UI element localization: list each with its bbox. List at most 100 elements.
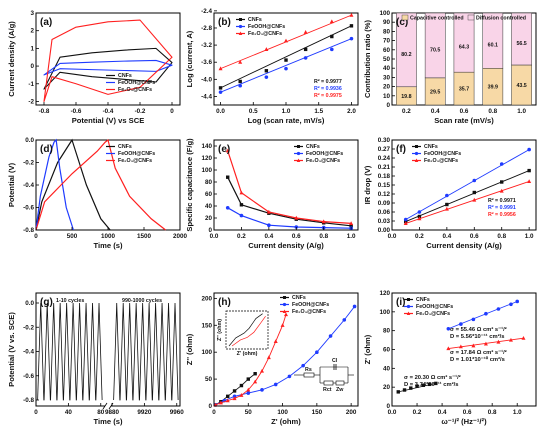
y-tick-label-b: -2.8: [201, 25, 212, 32]
data-point-e: [294, 215, 299, 220]
panel-label-e: (e): [218, 144, 230, 155]
y-tick-label-e: 140: [201, 143, 212, 150]
data-point-f: [417, 210, 422, 214]
y-tick-label-c: 20: [383, 84, 391, 91]
y-tick-label-f: 0.06: [378, 209, 391, 216]
legend-label-d: CNFs: [118, 144, 132, 150]
x-tick-label-a: -0.6: [71, 108, 82, 115]
y-axis-label-e: Specific capacitance (F/g): [185, 138, 194, 232]
y-tick-label-h: 50: [205, 376, 213, 383]
data-point-h: [284, 312, 288, 317]
y-axis-label-i: Z' (ohm): [363, 334, 372, 364]
circuit-warburg: [335, 380, 345, 386]
data-point-h: [239, 393, 244, 397]
bar-value-capacitive: 43.5: [516, 83, 526, 89]
panel-label-d: (d): [40, 144, 53, 155]
fit-line-i: [448, 301, 518, 330]
data-point-f: [445, 193, 449, 198]
x-tick-label-c: 1.0: [517, 108, 526, 115]
x-tick-label-e: 1.0: [347, 233, 356, 240]
y-tick-label-a: 2: [30, 28, 34, 35]
bar-value-diffusion: 64.3: [459, 45, 469, 51]
x-tick-label-b: 2.0: [347, 108, 356, 115]
x-tick-label-c: 0.4: [431, 108, 440, 115]
y-tick-label-e: 40: [205, 203, 213, 210]
data-point-b: [238, 83, 242, 88]
legend-marker-f: [414, 158, 419, 162]
data-point-b: [303, 56, 308, 60]
legend-swatch-diffusion: [467, 14, 475, 21]
x-axis-label-h: Z' (ohm): [271, 417, 301, 426]
y-tick-label-d: -0.2: [23, 160, 34, 167]
gcd-curve-d: [35, 138, 166, 231]
diffusion-annotation-fe2o3: D = 1.01*10⁻¹⁰ cm²/s: [450, 356, 505, 363]
plot-frame-e: [213, 139, 359, 231]
data-point-f: [500, 180, 504, 184]
data-point-f: [472, 178, 477, 183]
y-axis-label-c: Contribution ratio (%): [363, 20, 372, 99]
data-point-e: [266, 209, 271, 214]
legend-label-diffusion: Diffusion controlled: [476, 16, 526, 22]
data-point-h: [273, 382, 278, 387]
sigma-annotation-fe2o3: σ = 17.84 Ω cm² s⁻¹/²: [450, 349, 507, 356]
fit-line-f: [405, 149, 530, 220]
circuit-label-rct: Rct: [323, 387, 332, 393]
data-point-h: [239, 383, 244, 388]
x-tick-label-h: 100: [277, 409, 288, 416]
y-tick-label-a: 3: [30, 10, 34, 17]
data-point-h: [246, 377, 250, 381]
x-tick-label-h: 200: [346, 409, 357, 416]
legend-marker-h: [282, 302, 287, 307]
x-tick-label-h: 0: [212, 409, 216, 416]
x-axis-label-d: Time (s): [94, 241, 123, 250]
x-tick-label-d: 500: [67, 233, 78, 240]
x-tick-label-c: 0.2: [402, 108, 411, 115]
capacitance-line-e: [227, 150, 352, 224]
x-tick-label-d: 1000: [101, 233, 116, 240]
data-point-f: [527, 168, 531, 173]
y-tick-label-g: -0.2: [23, 324, 34, 331]
data-point-h: [352, 304, 357, 309]
y-tick-label-e: 120: [201, 155, 212, 162]
circuit-label-rs: Rs: [305, 367, 312, 373]
data-point-h: [260, 368, 264, 373]
y-tick-label-g: -0.4: [23, 349, 34, 356]
data-point-h: [253, 372, 257, 376]
legend-marker-i: [407, 298, 410, 301]
legend-label-a: FeOOH@CNFs: [118, 80, 155, 86]
bar-diffusion: [396, 12, 417, 88]
sigma-annotation-cnfs: σ = 20.30 Ω cm² s⁻¹/²: [404, 374, 461, 381]
x-tick-label-g: 0: [34, 409, 38, 416]
data-point-i: [446, 346, 451, 351]
legend-marker-f: [415, 145, 418, 148]
x-axis-label-f: Current density (A/g): [426, 241, 502, 250]
x-tick-label-i: 0.4: [438, 409, 447, 416]
inset-x-label: Z' (ohm): [237, 351, 258, 357]
y-tick-label-c: 90: [383, 19, 391, 26]
legend-label-e: Fe₂O₃@CNFs: [306, 158, 340, 164]
data-point-b: [264, 47, 269, 51]
sigma-annotation-feooh: σ = 55.46 Ω cm² s⁻¹/²: [450, 326, 507, 333]
x-tick-label-d: 0: [34, 233, 38, 240]
y-axis-label-h: Z'' (ohm): [185, 333, 194, 365]
data-point-f: [403, 221, 408, 225]
circuit-label-zw: Zw: [336, 387, 344, 393]
cv-loop-cnfs: [43, 47, 173, 90]
x-tick-label-b: 1.5: [314, 108, 323, 115]
data-point-e: [225, 148, 230, 153]
legend-label-f: FeOOH@CNFs: [424, 151, 461, 157]
y-tick-label-c: 100: [379, 10, 390, 17]
data-point-i: [458, 344, 463, 349]
data-point-f: [499, 162, 504, 166]
axis-break-mark: [102, 402, 108, 410]
legend-label-h: CNFs: [292, 295, 306, 301]
fit-line-b: [220, 38, 352, 93]
x-tick-label-d: 1500: [137, 233, 152, 240]
y-tick-label-a: -2: [28, 98, 34, 105]
y-tick-label-i: 0: [386, 403, 390, 410]
legend-marker-f: [414, 151, 419, 156]
diffusion-annotation-cnfs: D = 3.74*10⁻¹¹ cm²/s: [404, 381, 458, 388]
y-tick-label-c: 10: [383, 93, 391, 100]
data-point-h: [232, 396, 237, 401]
